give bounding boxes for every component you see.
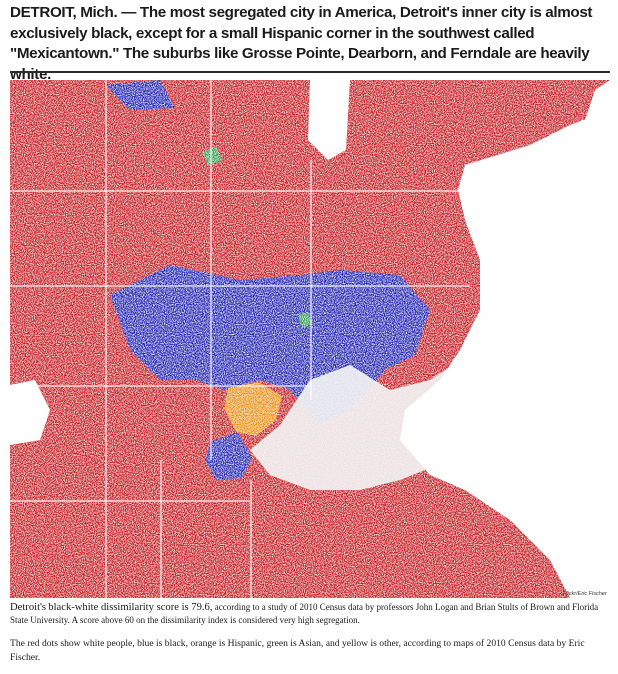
road-gap <box>160 460 162 598</box>
water-area <box>10 80 610 598</box>
northeast-water-edge <box>585 80 610 120</box>
north-white-gap <box>308 80 350 160</box>
article-headline: DETROIT, Mich. — The most segregated cit… <box>10 4 593 83</box>
road-gap <box>105 80 107 598</box>
lake-st-clair-and-canada <box>400 110 610 598</box>
road-gap <box>310 160 312 400</box>
caption-legend: The red dots show white people, blue is … <box>10 638 585 663</box>
photo-credit: Flickr/Eric Fischer <box>563 591 607 597</box>
road-gap <box>10 385 310 387</box>
road-gap <box>10 285 470 287</box>
road-gap <box>250 480 252 598</box>
caption-intro: Detroit's <box>10 602 47 613</box>
road-gaps <box>10 80 610 598</box>
road-gap <box>10 500 250 502</box>
mexicantown-hispanic-area <box>224 382 282 436</box>
southwest-black-cluster <box>205 432 252 480</box>
west-white-gap <box>10 380 50 445</box>
headline-divider <box>10 71 610 73</box>
dot-density-map <box>10 80 610 598</box>
caption-dissimilarity: Detroit's black-white dissimilarity scor… <box>10 601 610 627</box>
caption-highlight: black-white dissimilarity score is 79.6, <box>48 602 213 613</box>
north-black-cluster <box>105 80 175 110</box>
road-gap <box>210 80 212 460</box>
caption-rest: according to a study of 2010 Census data… <box>10 602 599 625</box>
asian-pocket-center <box>298 312 312 328</box>
hispanic-population-area <box>224 382 282 436</box>
